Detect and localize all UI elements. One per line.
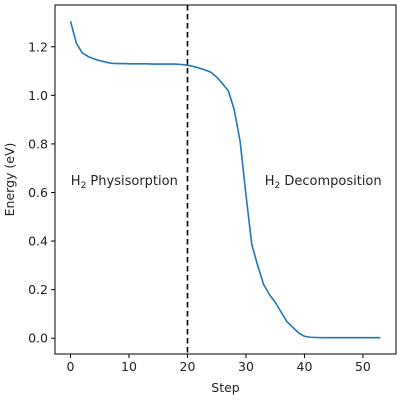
y-tick-label-4: 0.8	[28, 136, 48, 151]
axes-layer: 0 10 20 30 40 50 0.0 0.2 0.4 0.6 0.8 1.0 1.2	[28, 39, 371, 374]
y-tick-label-2: 0.4	[28, 234, 48, 249]
x-tick-label-1: 10	[121, 359, 137, 374]
x-tick-label-2: 20	[180, 359, 196, 374]
plot-layer: H2 Physisorption H2 Decomposition	[69, 5, 382, 354]
y-tick-label-6: 1.2	[28, 39, 48, 54]
y-tick-label-1: 0.2	[28, 282, 48, 297]
series-line-0	[69, 21, 381, 339]
x-tick-label-4: 40	[297, 359, 313, 374]
y-tick-label-5: 1.0	[28, 88, 48, 103]
x-axis-label: Step	[211, 380, 240, 395]
y-axis-label: Energy (eV)	[2, 143, 17, 217]
x-tick-label-0: 0	[67, 359, 75, 374]
annotation-0: H2 Physisorption	[71, 174, 178, 191]
plot-frame	[54, 4, 397, 355]
annotation-1: H2 Decomposition	[265, 174, 382, 191]
y-tick-label-0: 0.0	[28, 331, 48, 346]
x-tick-label-5: 50	[355, 359, 371, 374]
y-tick-label-3: 0.6	[28, 185, 48, 200]
x-tick-label-3: 30	[238, 359, 254, 374]
